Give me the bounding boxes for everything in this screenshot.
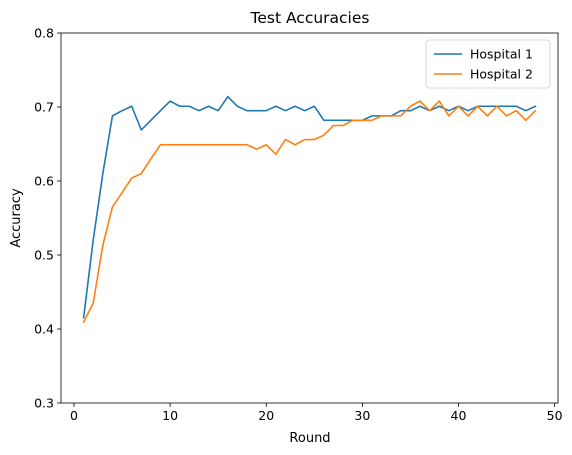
y-tick-label: 0.8 <box>34 26 54 41</box>
x-tick-label: 30 <box>354 408 370 423</box>
plot-frame <box>60 32 559 404</box>
legend-box <box>425 39 551 89</box>
y-tick-label: 0.7 <box>34 100 54 115</box>
chart-title: Test Accuracies <box>250 9 370 27</box>
axes-layer: 0 10 20 30 40 50 0.3 0.4 0.5 0.6 0.7 0.8 <box>34 26 563 424</box>
legend-label-2: Hospital 2 <box>470 67 533 82</box>
legend: Hospital 1 Hospital 2 <box>425 39 551 89</box>
x-tick-label: 50 <box>547 408 563 423</box>
y-axis-label: Accuracy <box>9 188 24 248</box>
series-layer <box>82 95 537 324</box>
y-tick-label: 0.4 <box>34 322 54 337</box>
x-axis-label: Round <box>289 431 330 446</box>
y-tick-label: 0.5 <box>34 248 54 263</box>
y-tick-label: 0.6 <box>34 174 54 189</box>
x-tick-label: 10 <box>162 408 178 423</box>
x-tick-label: 0 <box>70 408 78 423</box>
legend-label-1: Hospital 1 <box>470 47 533 62</box>
x-tick-label: 40 <box>451 408 467 423</box>
y-tick-label: 0.3 <box>34 396 54 411</box>
series-line-2 <box>82 100 537 324</box>
x-tick-label: 20 <box>258 408 274 423</box>
